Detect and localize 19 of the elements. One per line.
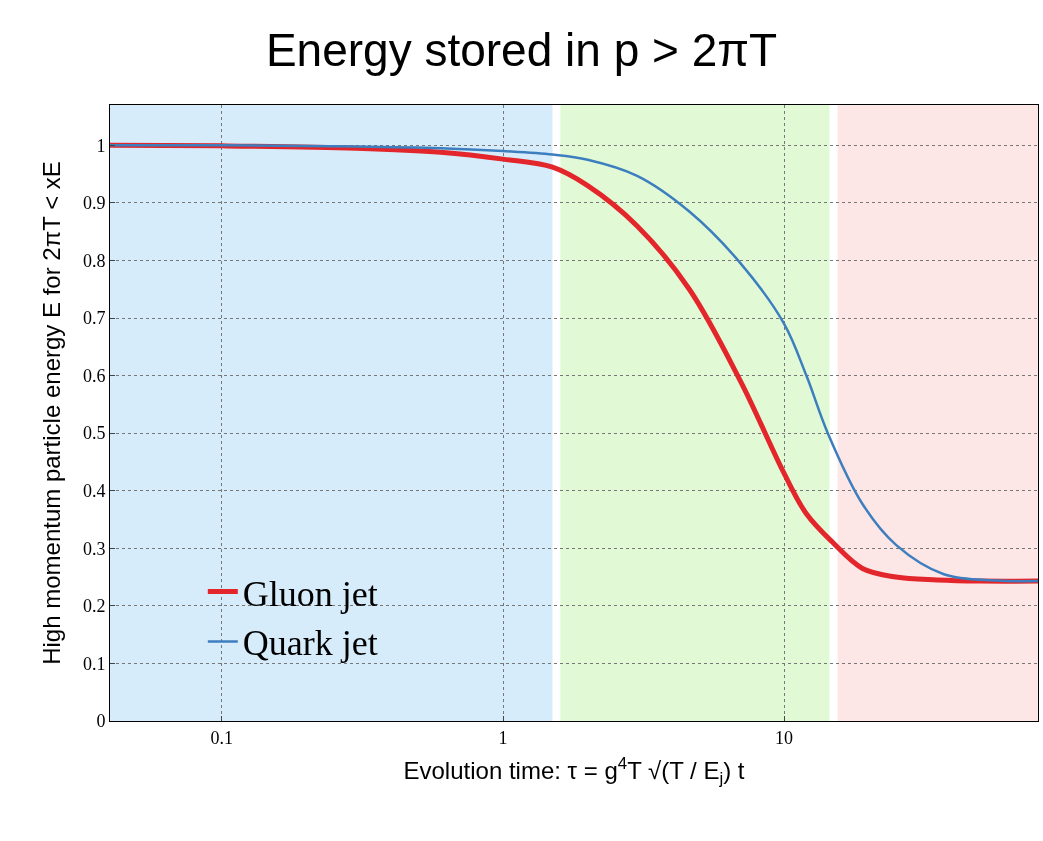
x-tick-label: 1 bbox=[498, 727, 508, 748]
y-tick-label: 0.7 bbox=[82, 308, 106, 329]
x-tick-label: 0.1 bbox=[210, 727, 234, 748]
y-tick-label: 1 bbox=[96, 135, 106, 156]
y-tick-label: 0.9 bbox=[82, 193, 106, 214]
legend-label: Gluon jet bbox=[242, 573, 378, 614]
y-axis-title: High momentum particle energy E for 2πT < xE bbox=[38, 161, 65, 665]
y-tick-label: 0.4 bbox=[82, 481, 106, 502]
y-tick-label: 0.6 bbox=[82, 365, 106, 386]
x-tick-label: 10 bbox=[775, 727, 794, 748]
y-tick-label: 0 bbox=[96, 711, 106, 732]
y-tick-label: 0.1 bbox=[82, 653, 106, 674]
legend-label: Quark jet bbox=[242, 623, 378, 664]
y-tick-label: 0.5 bbox=[82, 423, 106, 444]
y-tick-label: 0.8 bbox=[82, 250, 106, 271]
x-axis-title: Evolution time: τ = g$^{4}$T √(T / E$_{j}$) t bbox=[403, 753, 745, 788]
y-tick-label: 0.3 bbox=[82, 538, 106, 559]
y-tick-label: 0.2 bbox=[82, 596, 106, 617]
chart-title: Energy stored in p > 2πT bbox=[265, 23, 778, 76]
